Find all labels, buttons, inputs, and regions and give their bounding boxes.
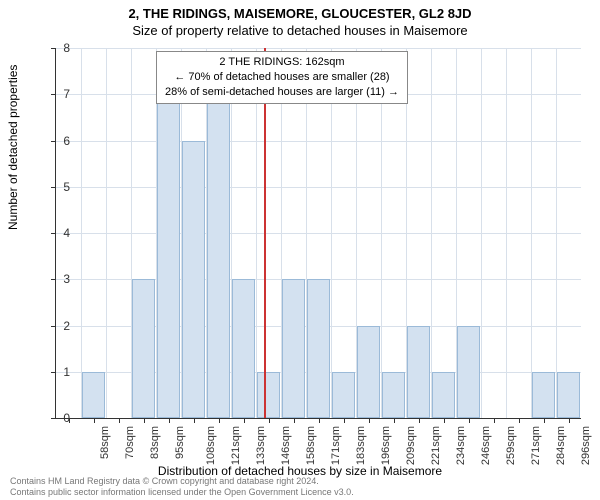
xtick-label: 221sqm: [430, 426, 442, 465]
gridline-v: [531, 48, 532, 418]
xtick-mark: [544, 418, 545, 423]
gridline-h: [56, 187, 581, 188]
xtick-mark: [394, 418, 395, 423]
xtick-label: 58sqm: [99, 426, 111, 459]
xtick-mark: [94, 418, 95, 423]
histogram-bar: [332, 372, 355, 418]
ytick-label: 6: [30, 134, 70, 148]
annotation-box: 2 THE RIDINGS: 162sqm← 70% of detached h…: [156, 51, 408, 104]
xtick-label: 171sqm: [330, 426, 342, 465]
xtick-mark: [344, 418, 345, 423]
gridline-v: [81, 48, 82, 418]
ytick-label: 3: [30, 272, 70, 286]
ytick-label: 1: [30, 365, 70, 379]
histogram-bar: [432, 372, 455, 418]
gridline-v: [481, 48, 482, 418]
histogram-bar: [382, 372, 405, 418]
gridline-h: [56, 48, 581, 49]
xtick-label: 209sqm: [405, 426, 417, 465]
xtick-label: 70sqm: [124, 426, 136, 459]
xtick-label: 83sqm: [149, 426, 161, 459]
histogram-bar: [132, 279, 155, 418]
xtick-label: 183sqm: [355, 426, 367, 465]
histogram-bar: [282, 279, 305, 418]
gridline-h: [56, 233, 581, 234]
ytick-label: 0: [30, 411, 70, 425]
gridline-v: [106, 48, 107, 418]
histogram-bar: [307, 279, 330, 418]
histogram-bar: [407, 326, 430, 419]
annotation-line1: 2 THE RIDINGS: 162sqm: [165, 55, 399, 70]
histogram-bar: [82, 372, 105, 418]
xtick-label: 133sqm: [255, 426, 267, 465]
xtick-label: 246sqm: [480, 426, 492, 465]
xtick-label: 121sqm: [230, 426, 242, 465]
histogram-bar: [532, 372, 555, 418]
xtick-label: 158sqm: [305, 426, 317, 465]
xtick-label: 234sqm: [455, 426, 467, 465]
xtick-mark: [519, 418, 520, 423]
y-axis-label: Number of detached properties: [6, 65, 20, 230]
histogram-bar: [182, 141, 205, 419]
xtick-mark: [144, 418, 145, 423]
ytick-label: 4: [30, 226, 70, 240]
xtick-label: 196sqm: [380, 426, 392, 465]
histogram-bar: [457, 326, 480, 419]
xtick-mark: [319, 418, 320, 423]
gridline-v: [431, 48, 432, 418]
xtick-mark: [294, 418, 295, 423]
xtick-mark: [119, 418, 120, 423]
xtick-mark: [569, 418, 570, 423]
xtick-mark: [469, 418, 470, 423]
histogram-bar: [207, 94, 230, 418]
annotation-line2: ← 70% of detached houses are smaller (28…: [165, 70, 399, 85]
xtick-label: 259sqm: [505, 426, 517, 465]
chart-title-sub: Size of property relative to detached ho…: [0, 21, 600, 38]
xtick-label: 146sqm: [280, 426, 292, 465]
histogram-bar: [357, 326, 380, 419]
gridline-h: [56, 141, 581, 142]
xtick-mark: [369, 418, 370, 423]
gridline-v: [556, 48, 557, 418]
xtick-mark: [444, 418, 445, 423]
xtick-mark: [269, 418, 270, 423]
footer-attribution: Contains HM Land Registry data © Crown c…: [10, 476, 354, 498]
xtick-mark: [194, 418, 195, 423]
ytick-label: 2: [30, 319, 70, 333]
xtick-label: 95sqm: [174, 426, 186, 459]
histogram-bar: [157, 94, 180, 418]
xtick-mark: [219, 418, 220, 423]
chart-plot-area: 2 THE RIDINGS: 162sqm← 70% of detached h…: [55, 48, 581, 419]
chart-title-address: 2, THE RIDINGS, MAISEMORE, GLOUCESTER, G…: [0, 0, 600, 21]
xtick-mark: [169, 418, 170, 423]
xtick-mark: [244, 418, 245, 423]
xtick-label: 108sqm: [205, 426, 217, 465]
xtick-mark: [494, 418, 495, 423]
xtick-label: 271sqm: [530, 426, 542, 465]
ytick-label: 5: [30, 180, 70, 194]
histogram-bar: [557, 372, 580, 418]
gridline-v: [506, 48, 507, 418]
ytick-label: 7: [30, 87, 70, 101]
xtick-label: 296sqm: [580, 426, 592, 465]
footer-line1: Contains HM Land Registry data © Crown c…: [10, 476, 354, 487]
xtick-label: 284sqm: [555, 426, 567, 465]
xtick-mark: [419, 418, 420, 423]
ytick-label: 8: [30, 41, 70, 55]
annotation-line3: 28% of semi-detached houses are larger (…: [165, 85, 399, 100]
histogram-bar: [257, 372, 280, 418]
footer-line2: Contains public sector information licen…: [10, 487, 354, 498]
histogram-bar: [232, 279, 255, 418]
